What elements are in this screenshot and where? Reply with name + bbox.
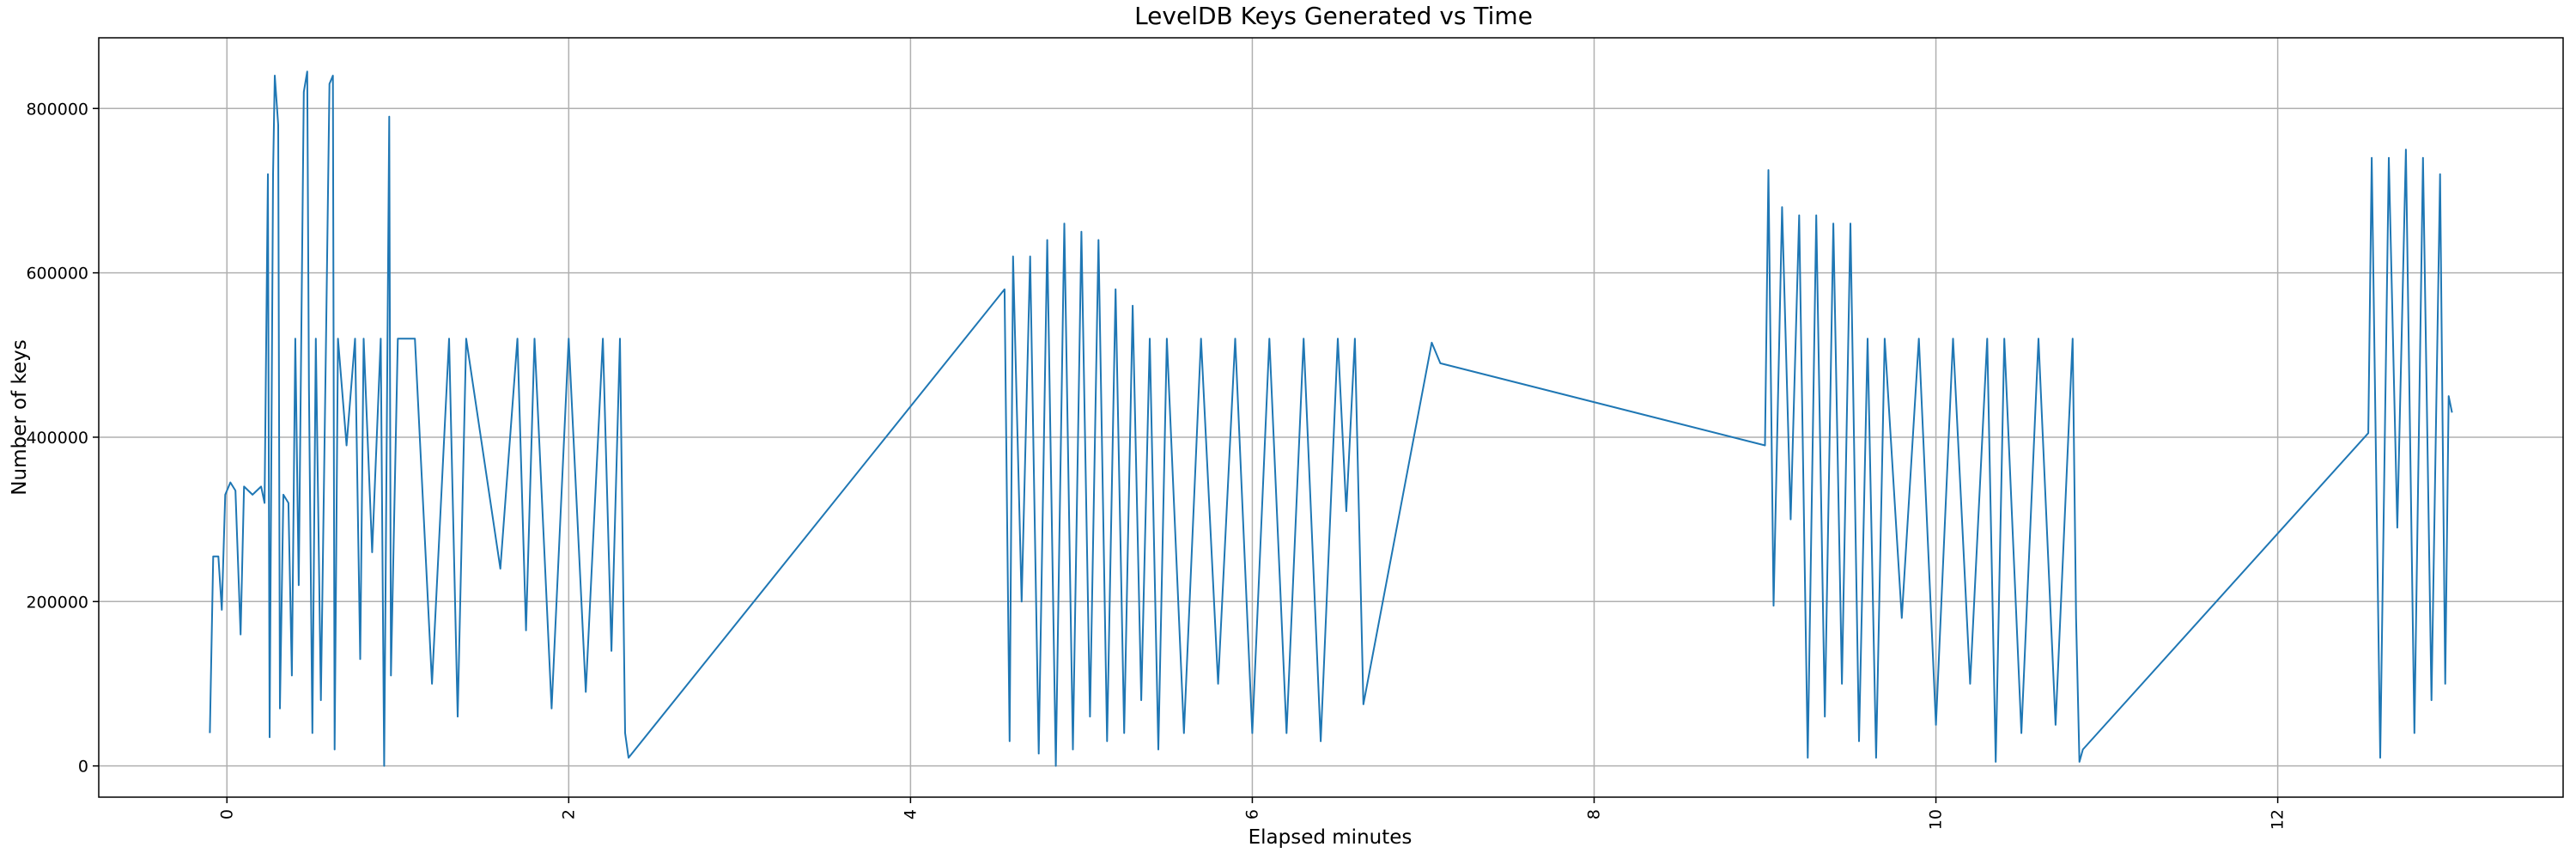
x-tick-label: 8 <box>1585 809 1604 819</box>
y-tick-label: 600000 <box>26 265 88 283</box>
y-tick-label: 400000 <box>26 429 88 448</box>
y-axis-label: Number of keys <box>9 339 31 495</box>
y-tick-label: 0 <box>78 758 88 777</box>
x-tick-label: 4 <box>901 809 920 819</box>
x-tick-label: 6 <box>1242 809 1261 819</box>
x-tick-label: 12 <box>2269 809 2287 830</box>
plot-frame <box>98 37 2564 798</box>
x-tick-label: 0 <box>217 809 236 819</box>
x-axis-label: Elapsed minutes <box>1249 826 1413 849</box>
x-tick-label: 2 <box>559 809 578 819</box>
y-tick-label: 800000 <box>26 100 88 119</box>
chart-title: LevelDB Keys Generated vs Time <box>1134 2 1533 30</box>
data-line <box>209 70 2453 767</box>
x-tick-label: 10 <box>1927 809 1946 830</box>
y-tick-label: 200000 <box>26 593 88 612</box>
